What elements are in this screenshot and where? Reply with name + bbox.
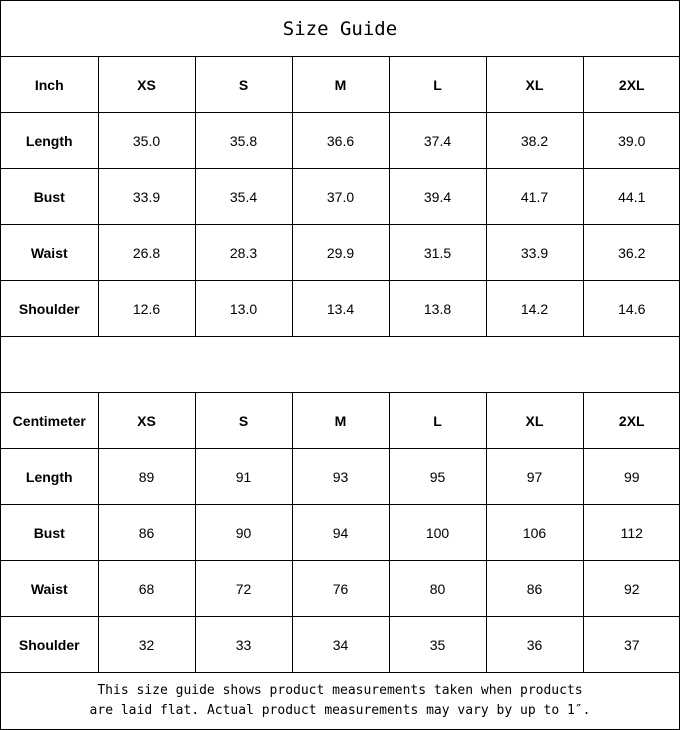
- table-cell: 35.8: [194, 112, 293, 169]
- table-cell: 112: [582, 504, 679, 561]
- table-cell: 13.0: [194, 280, 293, 337]
- row-label: Length: [1, 112, 99, 169]
- table-row: Shoulder 32 33 34 35 36 37: [1, 616, 679, 673]
- column-header: M: [291, 57, 390, 113]
- table-cell: 39.0: [582, 112, 679, 169]
- table-cell: 41.7: [485, 168, 584, 225]
- row-label: Waist: [1, 560, 99, 617]
- column-header: XL: [485, 393, 584, 449]
- table-cell: 100: [388, 504, 487, 561]
- table-cell: 86: [485, 560, 584, 617]
- column-header: XS: [97, 393, 196, 449]
- table-cell: 32: [97, 616, 196, 673]
- column-header: XS: [97, 57, 196, 113]
- column-header: L: [388, 393, 487, 449]
- table-cell: 72: [194, 560, 293, 617]
- table-cell: 35: [388, 616, 487, 673]
- table-cell: 26.8: [97, 224, 196, 281]
- column-header: Inch: [1, 57, 99, 113]
- table-row: Waist 26.8 28.3 29.9 31.5 33.9 36.2: [1, 224, 679, 281]
- table-cell: 12.6: [97, 280, 196, 337]
- column-header: S: [194, 393, 293, 449]
- table-row: Length 35.0 35.8 36.6 37.4 38.2 39.0: [1, 112, 679, 169]
- table-cell: 39.4: [388, 168, 487, 225]
- header-row: Centimeter XS S M L XL 2XL: [1, 393, 679, 449]
- column-header: M: [291, 393, 390, 449]
- table-cell: 86: [97, 504, 196, 561]
- column-header: S: [194, 57, 293, 113]
- table-cell: 35.0: [97, 112, 196, 169]
- page-title: Size Guide: [1, 1, 679, 57]
- table-cell: 33: [194, 616, 293, 673]
- table-cell: 37.0: [291, 168, 390, 225]
- table-cell: 36.6: [291, 112, 390, 169]
- table-cell: 89: [97, 448, 196, 505]
- row-label: Shoulder: [1, 616, 99, 673]
- table-cell: 44.1: [582, 168, 679, 225]
- column-header: 2XL: [582, 57, 679, 113]
- table-cell: 29.9: [291, 224, 390, 281]
- table-cell: 37: [582, 616, 679, 673]
- table-cell: 28.3: [194, 224, 293, 281]
- note-line-2: are laid flat. Actual product measuremen…: [89, 703, 591, 718]
- table-cell: 90: [194, 504, 293, 561]
- table-row: Bust 86 90 94 100 106 112: [1, 504, 679, 561]
- table-cell: 76: [291, 560, 390, 617]
- table-cell: 91: [194, 448, 293, 505]
- table-cell: 35.4: [194, 168, 293, 225]
- row-label: Bust: [1, 504, 99, 561]
- table-cell: 36.2: [582, 224, 679, 281]
- row-label: Length: [1, 448, 99, 505]
- table-cell: 94: [291, 504, 390, 561]
- table-row: Length 89 91 93 95 97 99: [1, 448, 679, 505]
- centimeter-table: Centimeter XS S M L XL 2XL Length 89 91 93 95 97 99 Bu…: [1, 393, 679, 673]
- spacer-row: [1, 337, 679, 393]
- table-row: Bust 33.9 35.4 37.0 39.4 41.7 44.1: [1, 168, 679, 225]
- row-label: Bust: [1, 168, 99, 225]
- table-cell: 13.8: [388, 280, 487, 337]
- measurement-note: This size guide shows product measuremen…: [1, 673, 679, 729]
- inch-table: Inch XS S M L XL 2XL Length 35.0 35.8 36.6 37.4 38.2…: [1, 57, 679, 337]
- row-label: Waist: [1, 224, 99, 281]
- table-cell: 31.5: [388, 224, 487, 281]
- column-header: 2XL: [582, 393, 679, 449]
- table-cell: 14.2: [485, 280, 584, 337]
- column-header: XL: [485, 57, 584, 113]
- table-cell: 36: [485, 616, 584, 673]
- table-row: Waist 68 72 76 80 86 92: [1, 560, 679, 617]
- table-cell: 95: [388, 448, 487, 505]
- table-cell: 13.4: [291, 280, 390, 337]
- table-cell: 93: [291, 448, 390, 505]
- table-cell: 14.6: [582, 280, 679, 337]
- table-cell: 80: [388, 560, 487, 617]
- table-cell: 34: [291, 616, 390, 673]
- column-header: Centimeter: [1, 393, 99, 449]
- table-cell: 92: [582, 560, 679, 617]
- note-line-1: This size guide shows product measuremen…: [97, 683, 583, 698]
- table-cell: 106: [485, 504, 584, 561]
- table-cell: 37.4: [388, 112, 487, 169]
- header-row: Inch XS S M L XL 2XL: [1, 57, 679, 113]
- table-cell: 38.2: [485, 112, 584, 169]
- table-cell: 97: [485, 448, 584, 505]
- table-cell: 33.9: [485, 224, 584, 281]
- table-cell: 99: [582, 448, 679, 505]
- row-label: Shoulder: [1, 280, 99, 337]
- table-row: Shoulder 12.6 13.0 13.4 13.8 14.2 14.6: [1, 280, 679, 337]
- column-header: L: [388, 57, 487, 113]
- table-cell: 33.9: [97, 168, 196, 225]
- table-cell: 68: [97, 560, 196, 617]
